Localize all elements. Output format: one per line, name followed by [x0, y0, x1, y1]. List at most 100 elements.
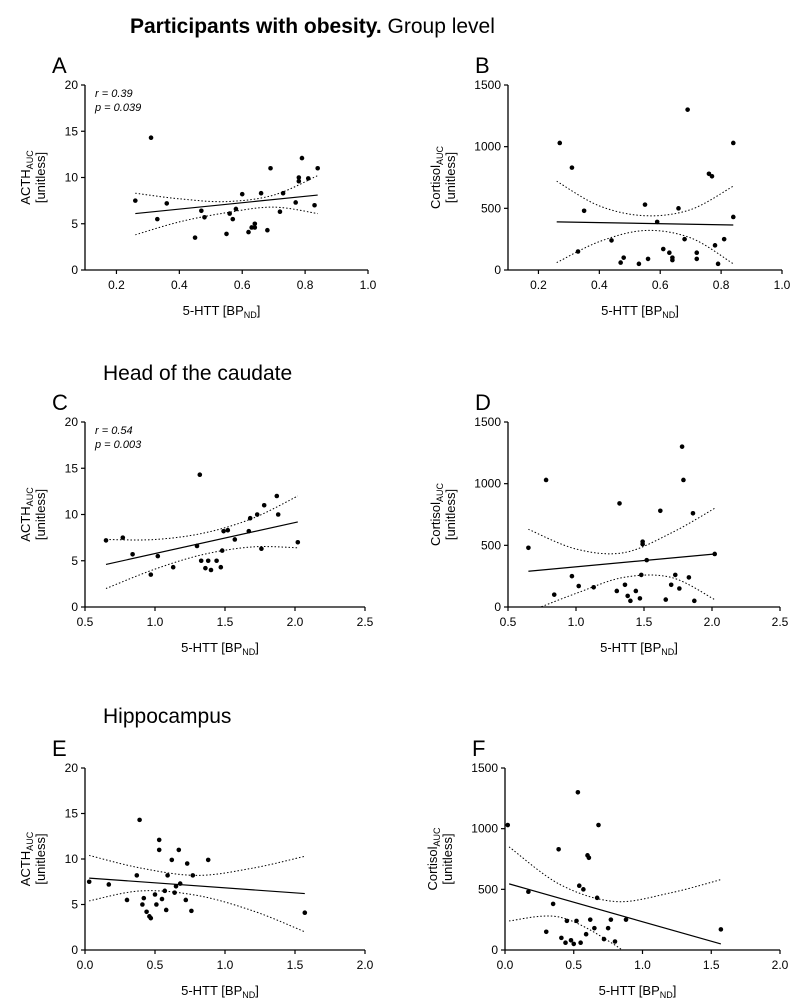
data-point	[692, 598, 697, 604]
x-tick-label: 0.8	[713, 278, 730, 292]
data-point	[265, 227, 270, 233]
data-point	[571, 941, 577, 947]
data-point	[293, 200, 298, 205]
data-point	[575, 789, 581, 795]
x-tick-label: 1.0	[774, 278, 791, 292]
data-point	[192, 235, 198, 240]
y-axis-label-units: [unitless]	[440, 833, 455, 884]
data-point	[205, 857, 211, 863]
data-point	[718, 927, 724, 932]
data-point	[252, 225, 258, 230]
y-tick-label: 20	[65, 78, 79, 92]
data-point	[594, 895, 600, 901]
data-point	[617, 501, 622, 506]
ci-upper-band	[89, 854, 305, 876]
y-axis-label-sub: AUC	[435, 482, 445, 502]
ci-lower-band	[509, 915, 624, 950]
data-point	[299, 155, 305, 161]
x-axis-label: 5-HTT [BPND]	[599, 983, 677, 1000]
data-point	[709, 173, 715, 179]
data-point	[694, 250, 700, 256]
regression-line	[508, 883, 722, 945]
data-point	[148, 572, 154, 577]
data-point	[239, 191, 245, 197]
data-point	[557, 140, 563, 146]
data-point	[578, 940, 583, 946]
y-tick-label: 10	[65, 852, 79, 866]
data-point	[280, 190, 286, 196]
data-point	[672, 572, 678, 578]
ci-lower-band	[105, 546, 298, 589]
data-point	[526, 889, 531, 895]
data-point	[721, 236, 727, 242]
data-point	[169, 857, 175, 863]
ci-lower-band	[89, 890, 305, 933]
figure-title-rest: Group level	[382, 15, 495, 38]
plot-area	[508, 846, 722, 950]
x-axis-label-end: ]	[675, 303, 679, 318]
data-point	[214, 558, 219, 564]
data-point	[543, 477, 549, 483]
x-tick-label: 1.0	[217, 958, 234, 972]
data-point	[259, 546, 264, 552]
x-axis-label-end: ]	[255, 983, 259, 998]
data-point	[569, 573, 575, 579]
data-point	[676, 206, 681, 211]
data-point	[261, 502, 267, 508]
ci-lower-band	[539, 574, 715, 607]
y-tick-label: 1500	[474, 415, 501, 429]
x-axis-label-main: 5-HTT [BP	[601, 303, 662, 318]
data-point	[658, 508, 663, 514]
data-point	[296, 178, 302, 184]
data-point	[258, 190, 264, 196]
data-point	[563, 940, 568, 946]
y-tick-label: 0	[494, 600, 501, 614]
x-tick-label: 1.0	[634, 958, 651, 972]
data-point	[218, 564, 224, 570]
data-point	[164, 201, 170, 206]
data-point	[564, 918, 570, 924]
x-axis-label-sub: ND	[242, 647, 255, 657]
y-axis-label-sub: AUC	[25, 487, 35, 507]
figure-title: Participants with obesity. Group level	[130, 15, 495, 38]
data-point	[295, 539, 301, 545]
x-tick-label: 1.5	[287, 958, 304, 972]
data-point	[654, 219, 660, 225]
x-axis-label-end: ]	[674, 640, 678, 655]
data-point	[609, 238, 614, 243]
data-point	[176, 847, 182, 853]
data-point	[681, 477, 686, 483]
x-axis-label-main: 5-HTT [BP	[600, 640, 661, 655]
data-point	[177, 881, 183, 886]
section-hippocampus-title: Hippocampus	[103, 705, 231, 728]
panel-b: B 0 500 1000 1500 0.2 0.4 0.6 0.8 1.0 5-HTT [BPND]…	[428, 53, 791, 320]
y-axis-label-sub: AUC	[432, 827, 442, 847]
data-point	[543, 929, 549, 935]
data-point	[190, 873, 196, 878]
data-point	[233, 206, 239, 212]
y-tick-label: 0	[494, 263, 501, 277]
stat-annotation: r = 0.39	[95, 88, 133, 100]
data-point	[550, 901, 556, 907]
y-axis-label: ACTHAUC	[18, 831, 35, 886]
data-point	[189, 908, 194, 914]
y-axis-label-main: Cortisol	[428, 502, 443, 546]
data-point	[660, 246, 666, 252]
y-tick-label: 1000	[474, 140, 501, 154]
y-tick-label: 0	[71, 943, 78, 957]
y-axis-label-units: [unitless]	[443, 489, 458, 540]
data-point	[677, 586, 682, 591]
x-tick-label: 2.0	[772, 958, 789, 972]
data-point	[224, 231, 229, 237]
data-point	[618, 260, 623, 265]
data-point	[219, 548, 225, 553]
data-point	[668, 582, 674, 588]
y-tick-label: 20	[65, 415, 79, 429]
panel-e: E 0 5 10 15 20 0.0 0.5 1.0 1.5 2.0 5-HTT [BPND] ACTH…	[18, 736, 374, 1000]
x-tick-label: 1.5	[703, 958, 720, 972]
panel-f: F 0 500 1000 1500 0.0 0.5 1.0 1.5 2.0 5-HTT [BPND]…	[425, 736, 789, 1000]
stat-annotation: p = 0.003	[94, 439, 142, 451]
data-point	[172, 890, 177, 895]
y-axis-label-units: [unitless]	[33, 833, 48, 884]
data-point	[246, 229, 251, 235]
